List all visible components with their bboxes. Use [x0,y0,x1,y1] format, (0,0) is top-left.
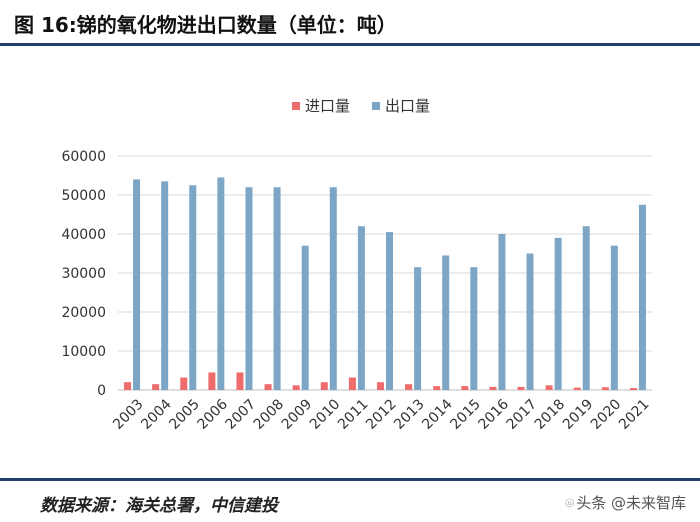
export-bar-2009 [301,245,309,390]
bars [124,177,646,390]
legend-swatch-0 [292,102,300,110]
legend-label: 进口量 [305,97,350,115]
export-bar-2021 [638,204,646,390]
y-tick-label: 10000 [61,344,106,360]
import-bar-2006 [208,372,216,390]
x-tick-label: 2010 [307,396,344,433]
x-tick-label: 2009 [279,396,316,433]
x-tick-label: 2008 [251,396,288,433]
import-bar-2007 [236,372,244,390]
x-tick-label: 2012 [363,396,400,433]
import-bar-2004 [152,384,160,390]
x-tick-label: 2014 [419,396,456,433]
x-tick-label: 2007 [223,396,260,433]
legend-label: 出口量 [385,97,430,115]
export-bar-2014 [442,255,450,390]
export-bar-2013 [414,267,422,390]
import-bar-2010 [320,382,328,390]
y-axis-ticks: 0 10000 20000 30000 40000 50000 60000 [61,149,106,399]
legend-swatch-1 [372,102,380,110]
source-note: 数据来源：海关总署，中信建投 [40,496,278,516]
x-tick-label: 2016 [476,396,513,433]
x-tick-label: 2020 [588,396,625,433]
x-tick-label: 2003 [110,396,147,433]
export-bar-2018 [554,237,562,390]
export-bar-2006 [217,177,225,390]
x-tick-label: 2011 [335,396,372,433]
export-bar-2010 [329,187,337,390]
export-bar-2007 [245,187,253,390]
export-bar-2015 [470,267,478,390]
x-tick-label: 2017 [504,396,541,433]
export-bar-2011 [357,226,365,390]
x-tick-label: 2019 [560,396,597,433]
chart-area: 进口量 出口量 0 10000 20000 30000 40000 50000 60000 2… [61,97,652,433]
import-bar-2013 [405,384,413,390]
y-tick-label: 0 [97,383,106,399]
import-bar-2015 [461,386,469,390]
export-bar-2005 [189,185,197,390]
x-tick-label: 2018 [532,396,569,433]
import-bar-2014 [433,386,441,390]
chart-legend: 进口量 出口量 [292,97,430,115]
export-bar-2016 [498,234,506,390]
x-axis-ticks: 2003200420052006200720082009201020112012… [110,396,652,433]
chart-title: 图 16:锑的氧化物进出口数量（单位：吨） [14,13,397,37]
x-tick-label: 2015 [447,396,484,433]
import-bar-2011 [348,377,356,390]
import-bar-2019 [573,387,581,390]
export-bar-2012 [386,232,393,390]
x-tick-label: 2006 [194,396,231,433]
header-bar: 图 16:锑的氧化物进出口数量（单位：吨） [0,0,700,46]
wechat-logo-icon: ⌾ [565,494,575,512]
import-bar-2009 [292,385,300,390]
export-bar-2019 [582,226,590,390]
import-bar-2021 [629,388,637,390]
footer-bar: 数据来源：海关总署，中信建投 ⌾ 头条 @未来智库 [0,478,700,522]
import-bar-2005 [180,377,188,390]
x-tick-label: 2005 [166,396,203,433]
export-bar-2008 [273,187,281,390]
y-tick-label: 30000 [61,266,106,282]
import-bar-2017 [517,386,525,390]
import-bar-2016 [489,386,497,390]
import-bar-2020 [601,387,609,390]
export-bar-2017 [526,253,534,390]
export-bar-2004 [161,181,169,390]
x-tick-label: 2004 [138,396,175,433]
gridlines [118,155,652,391]
export-bar-2020 [610,245,618,390]
import-bar-2018 [545,385,553,390]
x-tick-label: 2013 [391,396,428,433]
import-bar-2008 [264,384,272,390]
import-bar-2012 [377,382,384,390]
watermark-text: 头条 @未来智库 [576,494,686,512]
y-tick-label: 50000 [61,188,106,204]
export-bar-2003 [133,179,141,390]
watermark: ⌾ 头条 @未来智库 [565,492,686,513]
x-tick-label: 2021 [616,396,653,433]
y-tick-label: 20000 [61,305,106,321]
import-bar-2003 [124,382,132,390]
y-tick-label: 40000 [61,227,106,243]
y-tick-label: 60000 [61,149,106,165]
